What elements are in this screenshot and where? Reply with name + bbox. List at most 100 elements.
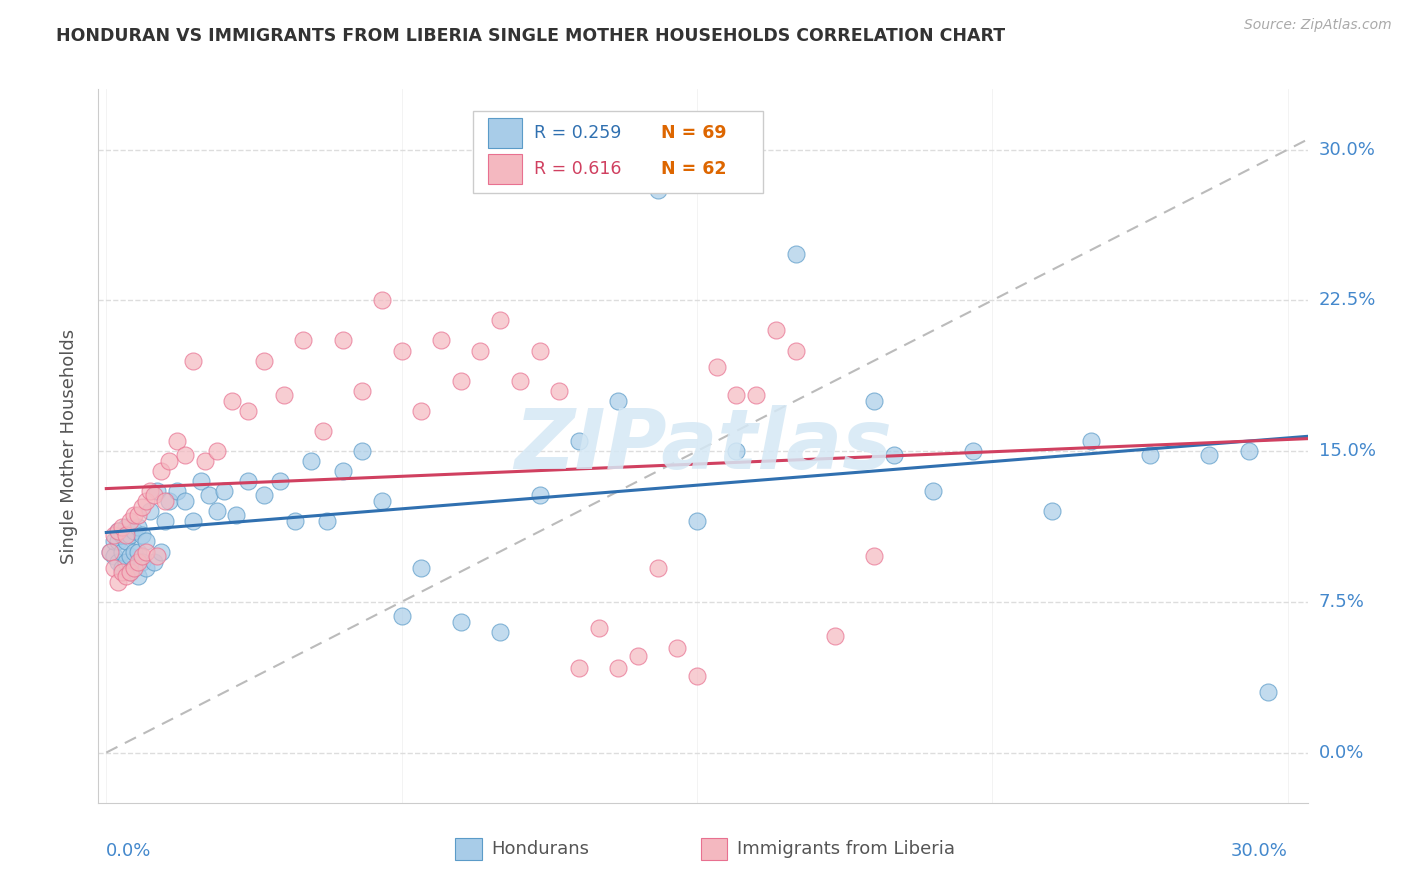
Point <box>548 384 571 398</box>
Point <box>352 384 374 398</box>
Text: 7.5%: 7.5% <box>1319 593 1365 611</box>
FancyBboxPatch shape <box>456 838 482 860</box>
Point <box>107 534 129 549</box>
Point <box>371 494 394 508</box>
Point <box>138 484 160 499</box>
Point <box>1257 685 1279 699</box>
Point <box>142 555 165 569</box>
Text: 22.5%: 22.5% <box>1319 292 1376 310</box>
Point <box>529 343 551 358</box>
Text: 30.0%: 30.0% <box>1319 141 1375 159</box>
Point <box>127 568 149 582</box>
Point <box>352 444 374 458</box>
Text: ZIPatlas: ZIPatlas <box>515 406 891 486</box>
Point <box>1237 444 1260 458</box>
Point <box>725 388 748 402</box>
Point <box>863 549 886 563</box>
Point <box>127 544 149 558</box>
Point <box>745 388 768 402</box>
Point <box>155 515 177 529</box>
Point <box>332 464 354 478</box>
Point <box>236 474 259 488</box>
Text: 30.0%: 30.0% <box>1232 842 1288 860</box>
Point <box>135 534 157 549</box>
Point <box>647 183 669 197</box>
Point <box>190 474 212 488</box>
Point <box>1080 434 1102 448</box>
Point <box>98 544 121 558</box>
Point <box>509 374 531 388</box>
Point <box>115 555 138 569</box>
Point <box>1040 504 1063 518</box>
Point <box>450 374 472 388</box>
Point <box>962 444 984 458</box>
Point <box>221 393 243 408</box>
Text: R = 0.259: R = 0.259 <box>534 125 621 143</box>
FancyBboxPatch shape <box>700 838 727 860</box>
Point <box>568 434 591 448</box>
Point <box>194 454 217 468</box>
Point <box>127 508 149 523</box>
Point <box>118 549 141 563</box>
Point <box>686 515 709 529</box>
Point <box>430 334 453 348</box>
Point <box>568 661 591 675</box>
Point <box>103 549 125 563</box>
Point <box>103 560 125 574</box>
Point <box>122 560 145 574</box>
Point <box>115 520 138 534</box>
Point <box>127 520 149 534</box>
FancyBboxPatch shape <box>488 154 522 184</box>
Point <box>292 334 315 348</box>
Point <box>765 323 787 337</box>
Point <box>157 494 180 508</box>
Point <box>118 565 141 579</box>
Point <box>107 524 129 539</box>
Point <box>529 488 551 502</box>
Text: HONDURAN VS IMMIGRANTS FROM LIBERIA SINGLE MOTHER HOUSEHOLDS CORRELATION CHART: HONDURAN VS IMMIGRANTS FROM LIBERIA SING… <box>56 27 1005 45</box>
Text: N = 62: N = 62 <box>661 161 725 178</box>
Point <box>450 615 472 629</box>
Point <box>647 560 669 574</box>
Point <box>174 448 197 462</box>
Point <box>115 528 138 542</box>
Point <box>146 484 169 499</box>
Point <box>181 515 204 529</box>
Point <box>135 544 157 558</box>
Point <box>111 565 134 579</box>
Point <box>225 508 247 523</box>
Point <box>1198 448 1220 462</box>
Point <box>607 393 630 408</box>
Point <box>332 334 354 348</box>
Point <box>166 434 188 448</box>
Point <box>111 528 134 542</box>
Point <box>131 528 153 542</box>
Text: Hondurans: Hondurans <box>492 840 589 858</box>
Point <box>197 488 219 502</box>
Point <box>131 500 153 515</box>
Text: N = 69: N = 69 <box>661 125 725 143</box>
Text: 15.0%: 15.0% <box>1319 442 1375 460</box>
Point <box>284 515 307 529</box>
Point <box>174 494 197 508</box>
Point <box>111 520 134 534</box>
Point <box>181 353 204 368</box>
Point <box>214 484 236 499</box>
Point <box>391 343 413 358</box>
Point <box>107 574 129 589</box>
Point <box>155 494 177 508</box>
FancyBboxPatch shape <box>474 111 763 193</box>
Point <box>315 515 337 529</box>
Point <box>299 454 322 468</box>
Point <box>150 544 173 558</box>
Point <box>371 293 394 308</box>
Point <box>686 669 709 683</box>
Point <box>205 504 228 518</box>
Point <box>111 544 134 558</box>
Point <box>205 444 228 458</box>
Point <box>253 488 276 502</box>
Point <box>785 247 807 261</box>
Point <box>922 484 945 499</box>
Text: R = 0.616: R = 0.616 <box>534 161 621 178</box>
Text: 0.0%: 0.0% <box>1319 744 1364 762</box>
